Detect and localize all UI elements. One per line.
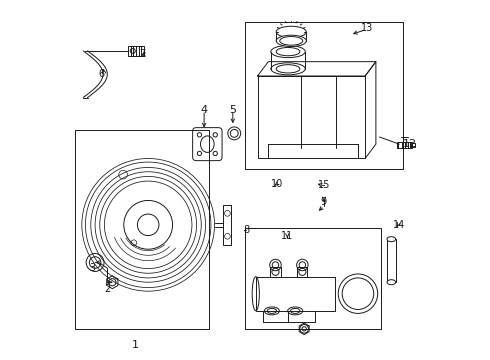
Text: 7: 7 bbox=[140, 49, 146, 59]
Bar bbox=[128, 45, 144, 56]
Bar bbox=[256, 277, 335, 311]
Ellipse shape bbox=[276, 48, 300, 56]
Ellipse shape bbox=[271, 46, 305, 58]
Bar bbox=[297, 267, 307, 277]
Bar bbox=[397, 142, 412, 148]
Bar bbox=[258, 76, 365, 158]
Ellipse shape bbox=[271, 63, 305, 75]
Text: 10: 10 bbox=[271, 179, 283, 189]
Text: 4: 4 bbox=[200, 105, 207, 115]
Text: 5: 5 bbox=[229, 105, 236, 115]
Bar bbox=[245, 22, 403, 169]
Text: 15: 15 bbox=[318, 180, 330, 190]
Ellipse shape bbox=[387, 280, 395, 285]
Bar bbox=[387, 239, 395, 282]
Text: 6: 6 bbox=[98, 69, 105, 79]
Text: 13: 13 bbox=[361, 23, 373, 33]
Text: 1: 1 bbox=[132, 340, 139, 350]
Text: 11: 11 bbox=[281, 231, 294, 240]
Ellipse shape bbox=[276, 65, 300, 73]
Text: 3: 3 bbox=[90, 263, 96, 273]
Ellipse shape bbox=[276, 35, 306, 46]
Bar bbox=[410, 143, 415, 147]
Bar bbox=[223, 205, 231, 244]
Ellipse shape bbox=[387, 237, 395, 242]
Bar bbox=[245, 228, 381, 329]
Text: 2: 2 bbox=[104, 284, 110, 294]
Text: 12: 12 bbox=[403, 139, 417, 149]
Bar bbox=[270, 267, 280, 277]
Text: 9: 9 bbox=[321, 197, 327, 207]
Text: 14: 14 bbox=[393, 220, 405, 230]
Ellipse shape bbox=[276, 26, 306, 37]
Bar bbox=[74, 130, 209, 329]
Text: 8: 8 bbox=[243, 225, 249, 235]
